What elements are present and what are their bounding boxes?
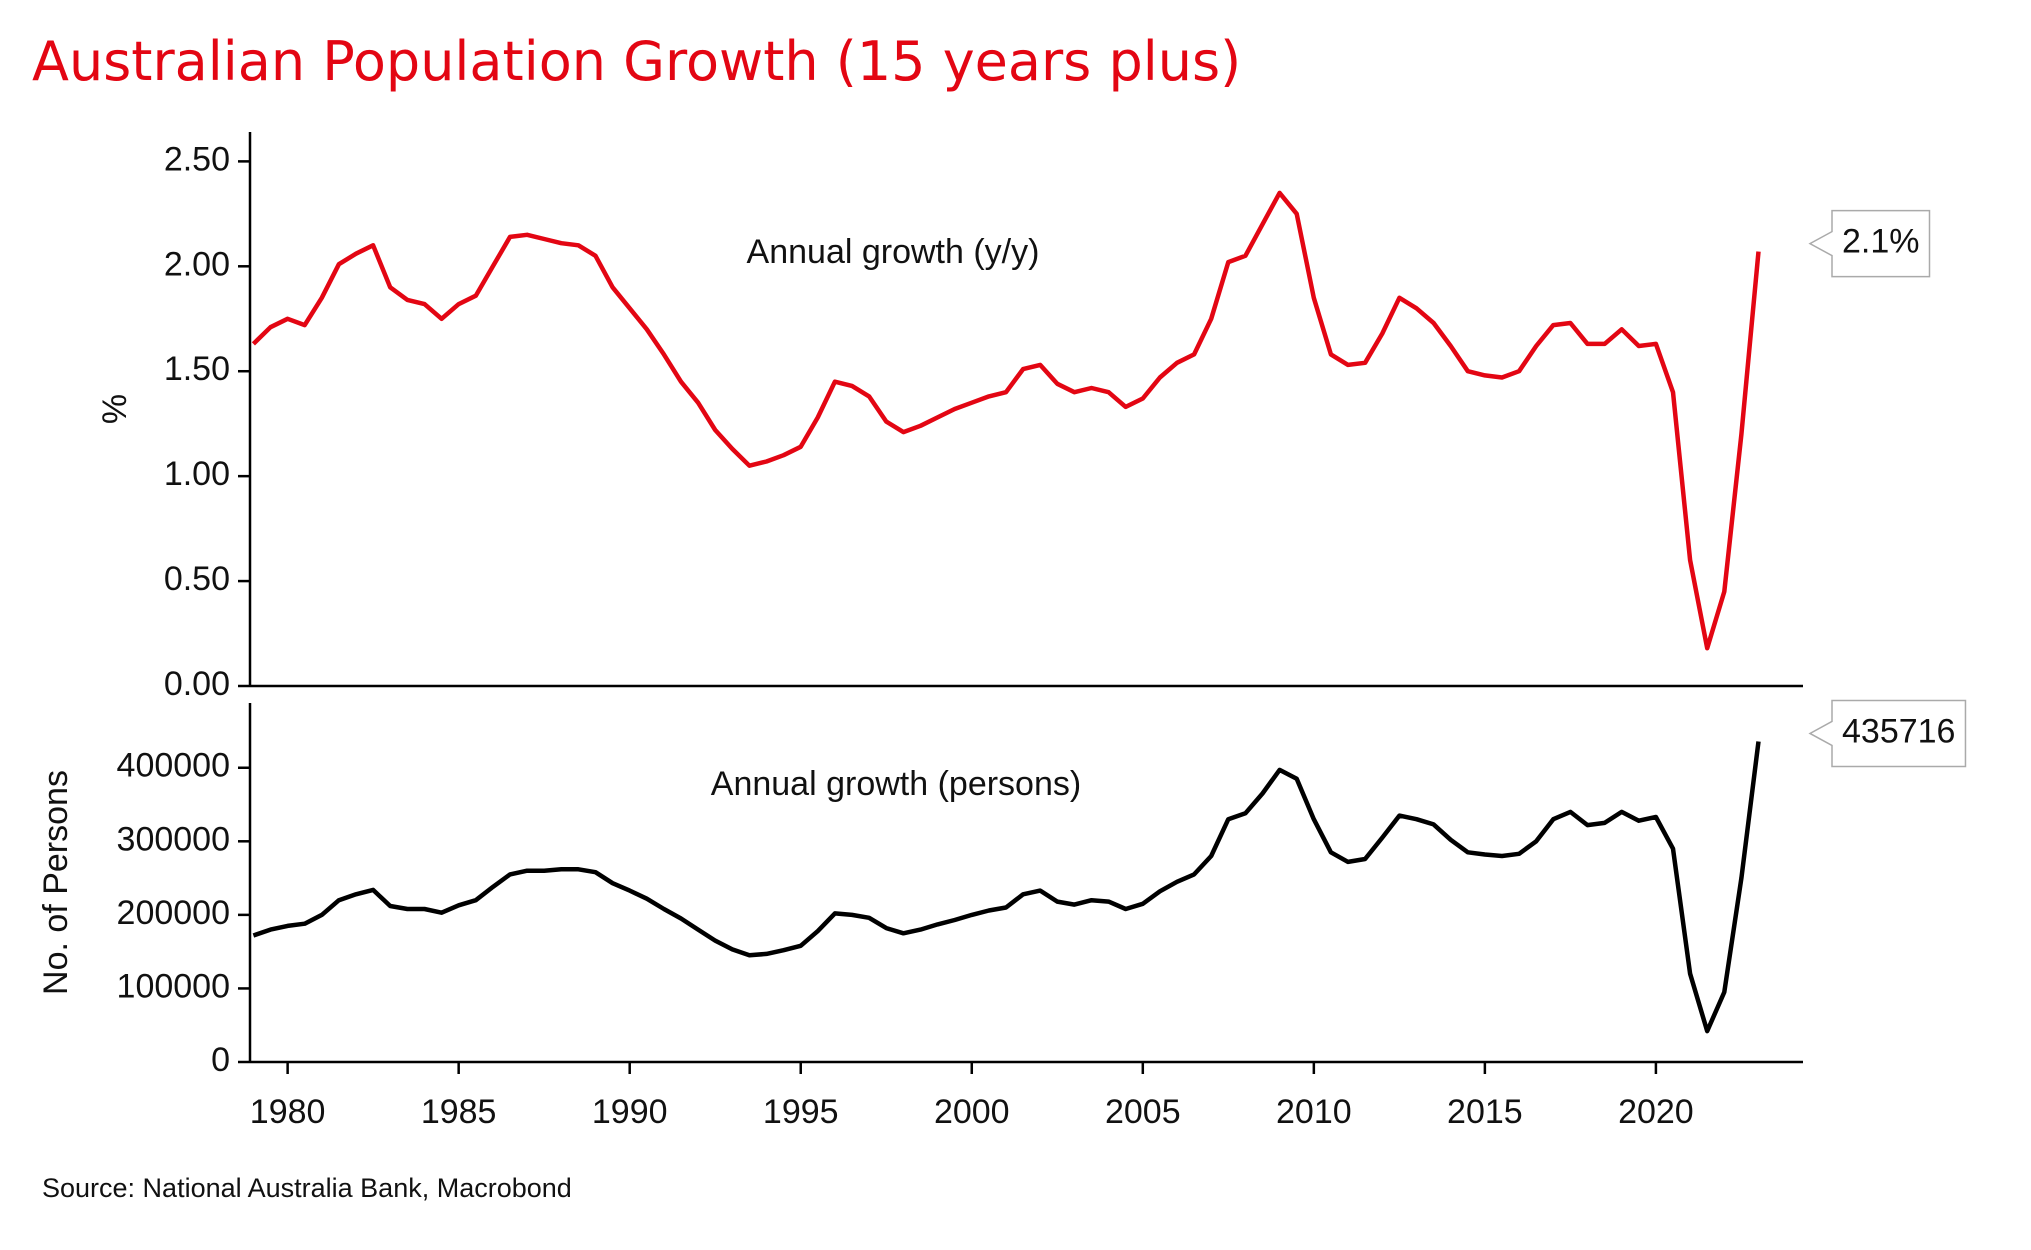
x-tick-label: 2000 bbox=[934, 1093, 1010, 1131]
y-tick-label: 200000 bbox=[117, 894, 230, 932]
y-tick-label: 0 bbox=[211, 1041, 230, 1079]
x-tick-label: 1980 bbox=[250, 1093, 326, 1131]
source-note: Source: National Australia Bank, Macrobo… bbox=[42, 1173, 572, 1203]
series-label: Annual growth (y/y) bbox=[747, 233, 1040, 271]
end-callout: 435716 bbox=[1808, 699, 1967, 768]
end-value-label: 2.1% bbox=[1842, 223, 1920, 261]
end-value-label: 435716 bbox=[1842, 712, 1955, 750]
series-line bbox=[252, 741, 1761, 1034]
y-tick-label: 400000 bbox=[117, 747, 230, 785]
y-tick-label: 0.00 bbox=[164, 665, 230, 703]
end-callout: 2.1% bbox=[1808, 209, 1931, 278]
x-tick-label: 2005 bbox=[1105, 1093, 1181, 1131]
x-tick-label: 1985 bbox=[421, 1093, 497, 1131]
callout-box bbox=[1808, 699, 1967, 768]
x-tick-label: 1990 bbox=[592, 1093, 668, 1131]
y-tick-label: 0.50 bbox=[164, 560, 230, 598]
y-axis-label: % bbox=[96, 394, 134, 424]
x-tick-label: 2010 bbox=[1276, 1093, 1352, 1131]
callout-box bbox=[1808, 209, 1931, 278]
x-tick-label: 1995 bbox=[763, 1093, 839, 1131]
y-tick-label: 100000 bbox=[117, 967, 230, 1005]
y-tick-label: 2.00 bbox=[164, 245, 230, 283]
series-label: Annual growth (persons) bbox=[711, 765, 1081, 803]
y-tick-label: 300000 bbox=[117, 820, 230, 858]
x-tick-label: 2020 bbox=[1618, 1093, 1694, 1131]
series-line bbox=[251, 190, 1761, 651]
y-tick-label: 2.50 bbox=[164, 140, 230, 178]
chart-title: Australian Population Growth (15 years p… bbox=[32, 30, 1241, 93]
y-axis-label: No. of Persons bbox=[37, 770, 75, 995]
y-tick-label: 1.50 bbox=[164, 350, 230, 388]
x-tick-label: 2015 bbox=[1447, 1093, 1523, 1131]
y-tick-label: 1.00 bbox=[164, 455, 230, 493]
